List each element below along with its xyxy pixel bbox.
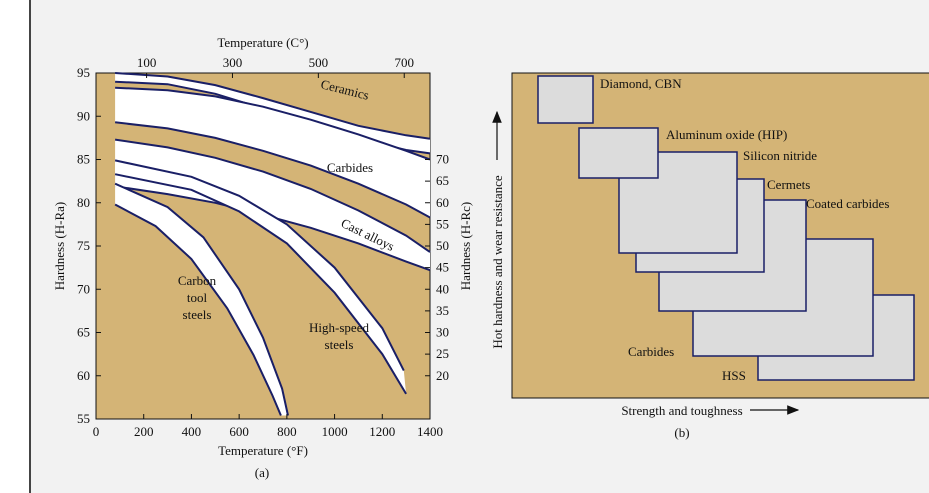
right-tick-label: 45	[436, 260, 449, 275]
top-tick-label: 700	[394, 55, 414, 70]
top-tick-label: 500	[309, 55, 329, 70]
band-upper-line-carbides	[115, 86, 431, 161]
top-tick-label: 100	[137, 55, 157, 70]
band-lower-line-carbides	[114, 121, 431, 219]
right-tick-label: 40	[436, 281, 449, 296]
y-tick-label: 80	[77, 195, 90, 210]
right-tick-label: 35	[436, 303, 449, 318]
band-upper-line-ceramics	[115, 72, 431, 140]
band-upper-line-high-speed-steels	[114, 159, 405, 372]
band-fill-carbides	[115, 87, 430, 218]
chart-a-bottom-axis-title: Temperature (°F)	[218, 443, 308, 458]
chart-a-x-ticks: 0 200 400 600 800 1000 1200 1400	[93, 414, 443, 439]
right-tick-label: 55	[436, 216, 449, 231]
chart-a: 0 200 400 600 800 1000 1200 1400 100 300 500 700 5…	[52, 35, 473, 480]
carbon-tool-steels-label-line1: Carbon	[178, 273, 217, 288]
y-tick-label: 60	[77, 368, 90, 383]
x-tick-label: 200	[134, 424, 154, 439]
band-fill-cast-alloys	[115, 139, 430, 271]
chart-a-right-ticks: 20 25 30 35 40 45 50 55 60 65 70	[425, 152, 449, 383]
carbides-label: Carbides	[327, 160, 373, 175]
y-tick-label: 90	[77, 108, 90, 123]
chart-b-y-axis-title: Hot hardness and wear resistance	[490, 175, 505, 348]
chart-b-frame	[511, 72, 929, 399]
x-tick-label: 0	[93, 424, 100, 439]
top-tick-label: 300	[223, 55, 243, 70]
y-tick-label: 65	[77, 325, 90, 340]
right-tick-label: 65	[436, 173, 449, 188]
label-silicon-nitride: Silicon nitride	[743, 148, 817, 163]
chart-b-x-axis-title: Strength and toughness	[621, 403, 742, 418]
chart-b: Diamond, CBN Aluminum oxide (HIP) Silico…	[490, 72, 929, 440]
high-speed-steels-label-line1: High-speed	[309, 320, 369, 335]
chart-a-bands	[114, 72, 431, 416]
x-tick-label: 1000	[322, 424, 348, 439]
band-high-speed-steels	[114, 159, 407, 395]
chart-a-top-axis-title: Temperature (C°)	[217, 35, 308, 50]
y-tick-label: 75	[77, 238, 90, 253]
band-upper-line-cast-alloys	[114, 138, 431, 253]
x-tick-label: 400	[182, 424, 202, 439]
box-diamond-cbn	[537, 75, 594, 124]
label-hss: HSS	[722, 368, 746, 383]
right-tick-label: 30	[436, 325, 449, 340]
right-tick-label: 60	[436, 195, 449, 210]
chart-a-left-axis-title: Hardness (H-Ra)	[52, 202, 67, 290]
right-tick-label: 20	[436, 368, 449, 383]
carbon-tool-steels-label-line3: steels	[183, 307, 212, 322]
band-lower-line-cast-alloys	[114, 185, 431, 272]
x-tick-label: 600	[229, 424, 249, 439]
y-tick-label: 70	[77, 281, 90, 296]
band-carbides	[114, 86, 431, 219]
chart-b-caption: (b)	[674, 425, 689, 440]
x-tick-label: 1200	[369, 424, 395, 439]
right-tick-label: 70	[436, 152, 449, 167]
label-carbides: Carbides	[628, 344, 674, 359]
chart-a-y-ticks: 55 60 65 70 75 80 85 90 95	[77, 65, 101, 426]
x-tick-label: 1400	[417, 424, 443, 439]
band-lower-line-high-speed-steels	[114, 173, 407, 395]
chart-a-right-axis-title: Hardness (H-Rc)	[458, 202, 473, 290]
band-upper-line-carbon-tool-steels	[114, 182, 289, 416]
right-tick-label: 25	[436, 346, 449, 361]
chart-a-caption: (a)	[255, 465, 269, 480]
band-carbon-tool-steels	[114, 182, 289, 416]
label-coated-carbides: Coated carbides	[806, 196, 889, 211]
y-tick-label: 95	[77, 65, 90, 80]
y-tick-label: 55	[77, 411, 90, 426]
chart-a-top-ticks: 100 300 500 700	[137, 55, 414, 78]
band-lower-line-carbon-tool-steels	[114, 203, 282, 416]
label-aluminum-oxide: Aluminum oxide (HIP)	[666, 127, 787, 142]
right-tick-label: 50	[436, 238, 449, 253]
carbon-tool-steels-label-line2: tool	[187, 290, 208, 305]
high-speed-steels-label-line2: steels	[325, 337, 354, 352]
label-cermets: Cermets	[767, 177, 810, 192]
band-fill-carbon-tool-steels	[115, 183, 288, 416]
label-diamond-cbn: Diamond, CBN	[600, 76, 682, 91]
band-cast-alloys	[114, 138, 431, 272]
box-aluminum-oxide	[578, 127, 659, 179]
y-tick-label: 85	[77, 152, 90, 167]
x-tick-label: 800	[277, 424, 297, 439]
